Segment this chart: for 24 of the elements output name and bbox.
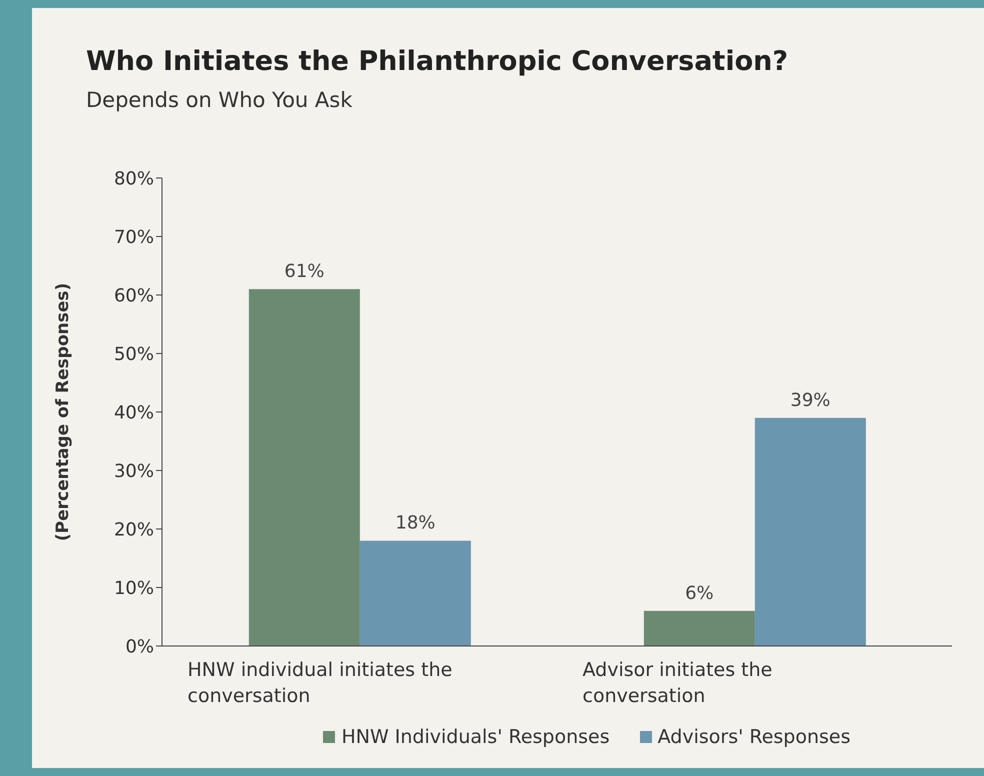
legend-label: Advisors' Responses bbox=[656, 726, 851, 748]
y-tick-label: 50% bbox=[114, 344, 154, 365]
bar bbox=[248, 289, 360, 646]
data-label: 6% bbox=[685, 582, 714, 604]
chart-subtitle: Depends on Who You Ask bbox=[86, 88, 352, 112]
y-tick-label: 20% bbox=[114, 519, 154, 540]
y-tick-label: 40% bbox=[114, 402, 154, 424]
data-label: 18% bbox=[395, 512, 436, 534]
y-tick-label: 70% bbox=[114, 226, 154, 248]
data-label: 39% bbox=[790, 390, 830, 411]
data-label: 61% bbox=[284, 261, 324, 282]
y-axis-title: (Percentage of Responses) bbox=[53, 282, 74, 542]
bar bbox=[360, 540, 471, 646]
y-tick-label: 80% bbox=[114, 168, 154, 190]
x-tick-label: Advisor initiates the conversation bbox=[582, 659, 772, 707]
y-tick-label: 0% bbox=[125, 636, 154, 658]
y-tick-label: 60% bbox=[114, 285, 154, 306]
bar bbox=[754, 418, 866, 646]
bar bbox=[644, 610, 755, 646]
y-tick-label: 10% bbox=[114, 578, 154, 599]
y-tick-label: 30% bbox=[114, 460, 154, 482]
x-tick-label: HNW individual initiates the conversation bbox=[188, 659, 452, 707]
legend-label: HNW Individuals' Responses bbox=[340, 726, 610, 748]
chart-title: Who Initiates the Philanthropic Conversation? bbox=[86, 46, 788, 77]
